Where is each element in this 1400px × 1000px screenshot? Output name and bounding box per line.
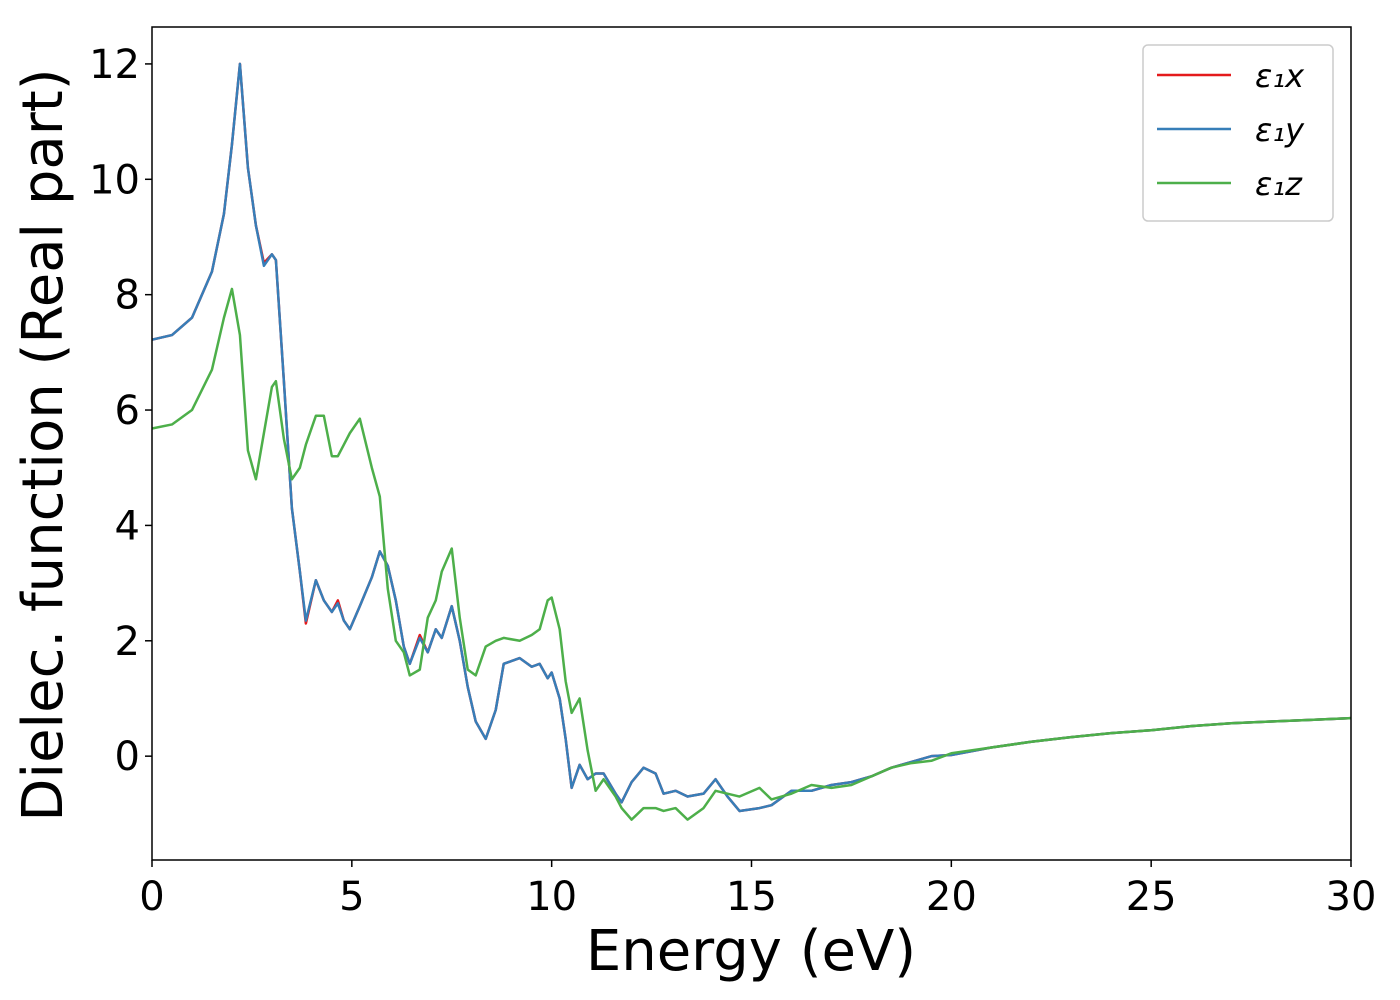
x-tick-label: 15	[726, 874, 777, 920]
series-line	[151, 287, 1352, 821]
x-tick-label: 30	[1326, 874, 1377, 920]
x-tick-label: 20	[926, 874, 977, 920]
y-axis-label: Dielec. function (Real part)	[11, 68, 76, 821]
y-tick-label: 10	[89, 157, 140, 203]
x-tick-label: 0	[139, 874, 164, 920]
legend-box	[1142, 44, 1334, 222]
x-tick-label: 25	[1126, 874, 1177, 920]
plot-frame	[151, 26, 1352, 861]
y-tick-label: 2	[115, 619, 140, 665]
legend-label: ε₁y	[1255, 111, 1305, 149]
x-tick-label: 10	[526, 874, 577, 920]
legend-label: ε₁z	[1255, 165, 1303, 203]
y-tick-label: 0	[115, 734, 140, 780]
x-axis-label: Energy (eV)	[586, 919, 916, 984]
y-tick-label: 6	[115, 388, 140, 434]
y-tick-label: 8	[115, 273, 140, 319]
x-tick-label: 5	[339, 874, 364, 920]
y-tick-label: 4	[115, 503, 140, 549]
y-tick-label: 12	[89, 42, 140, 88]
legend-label: ε₁x	[1255, 57, 1305, 95]
